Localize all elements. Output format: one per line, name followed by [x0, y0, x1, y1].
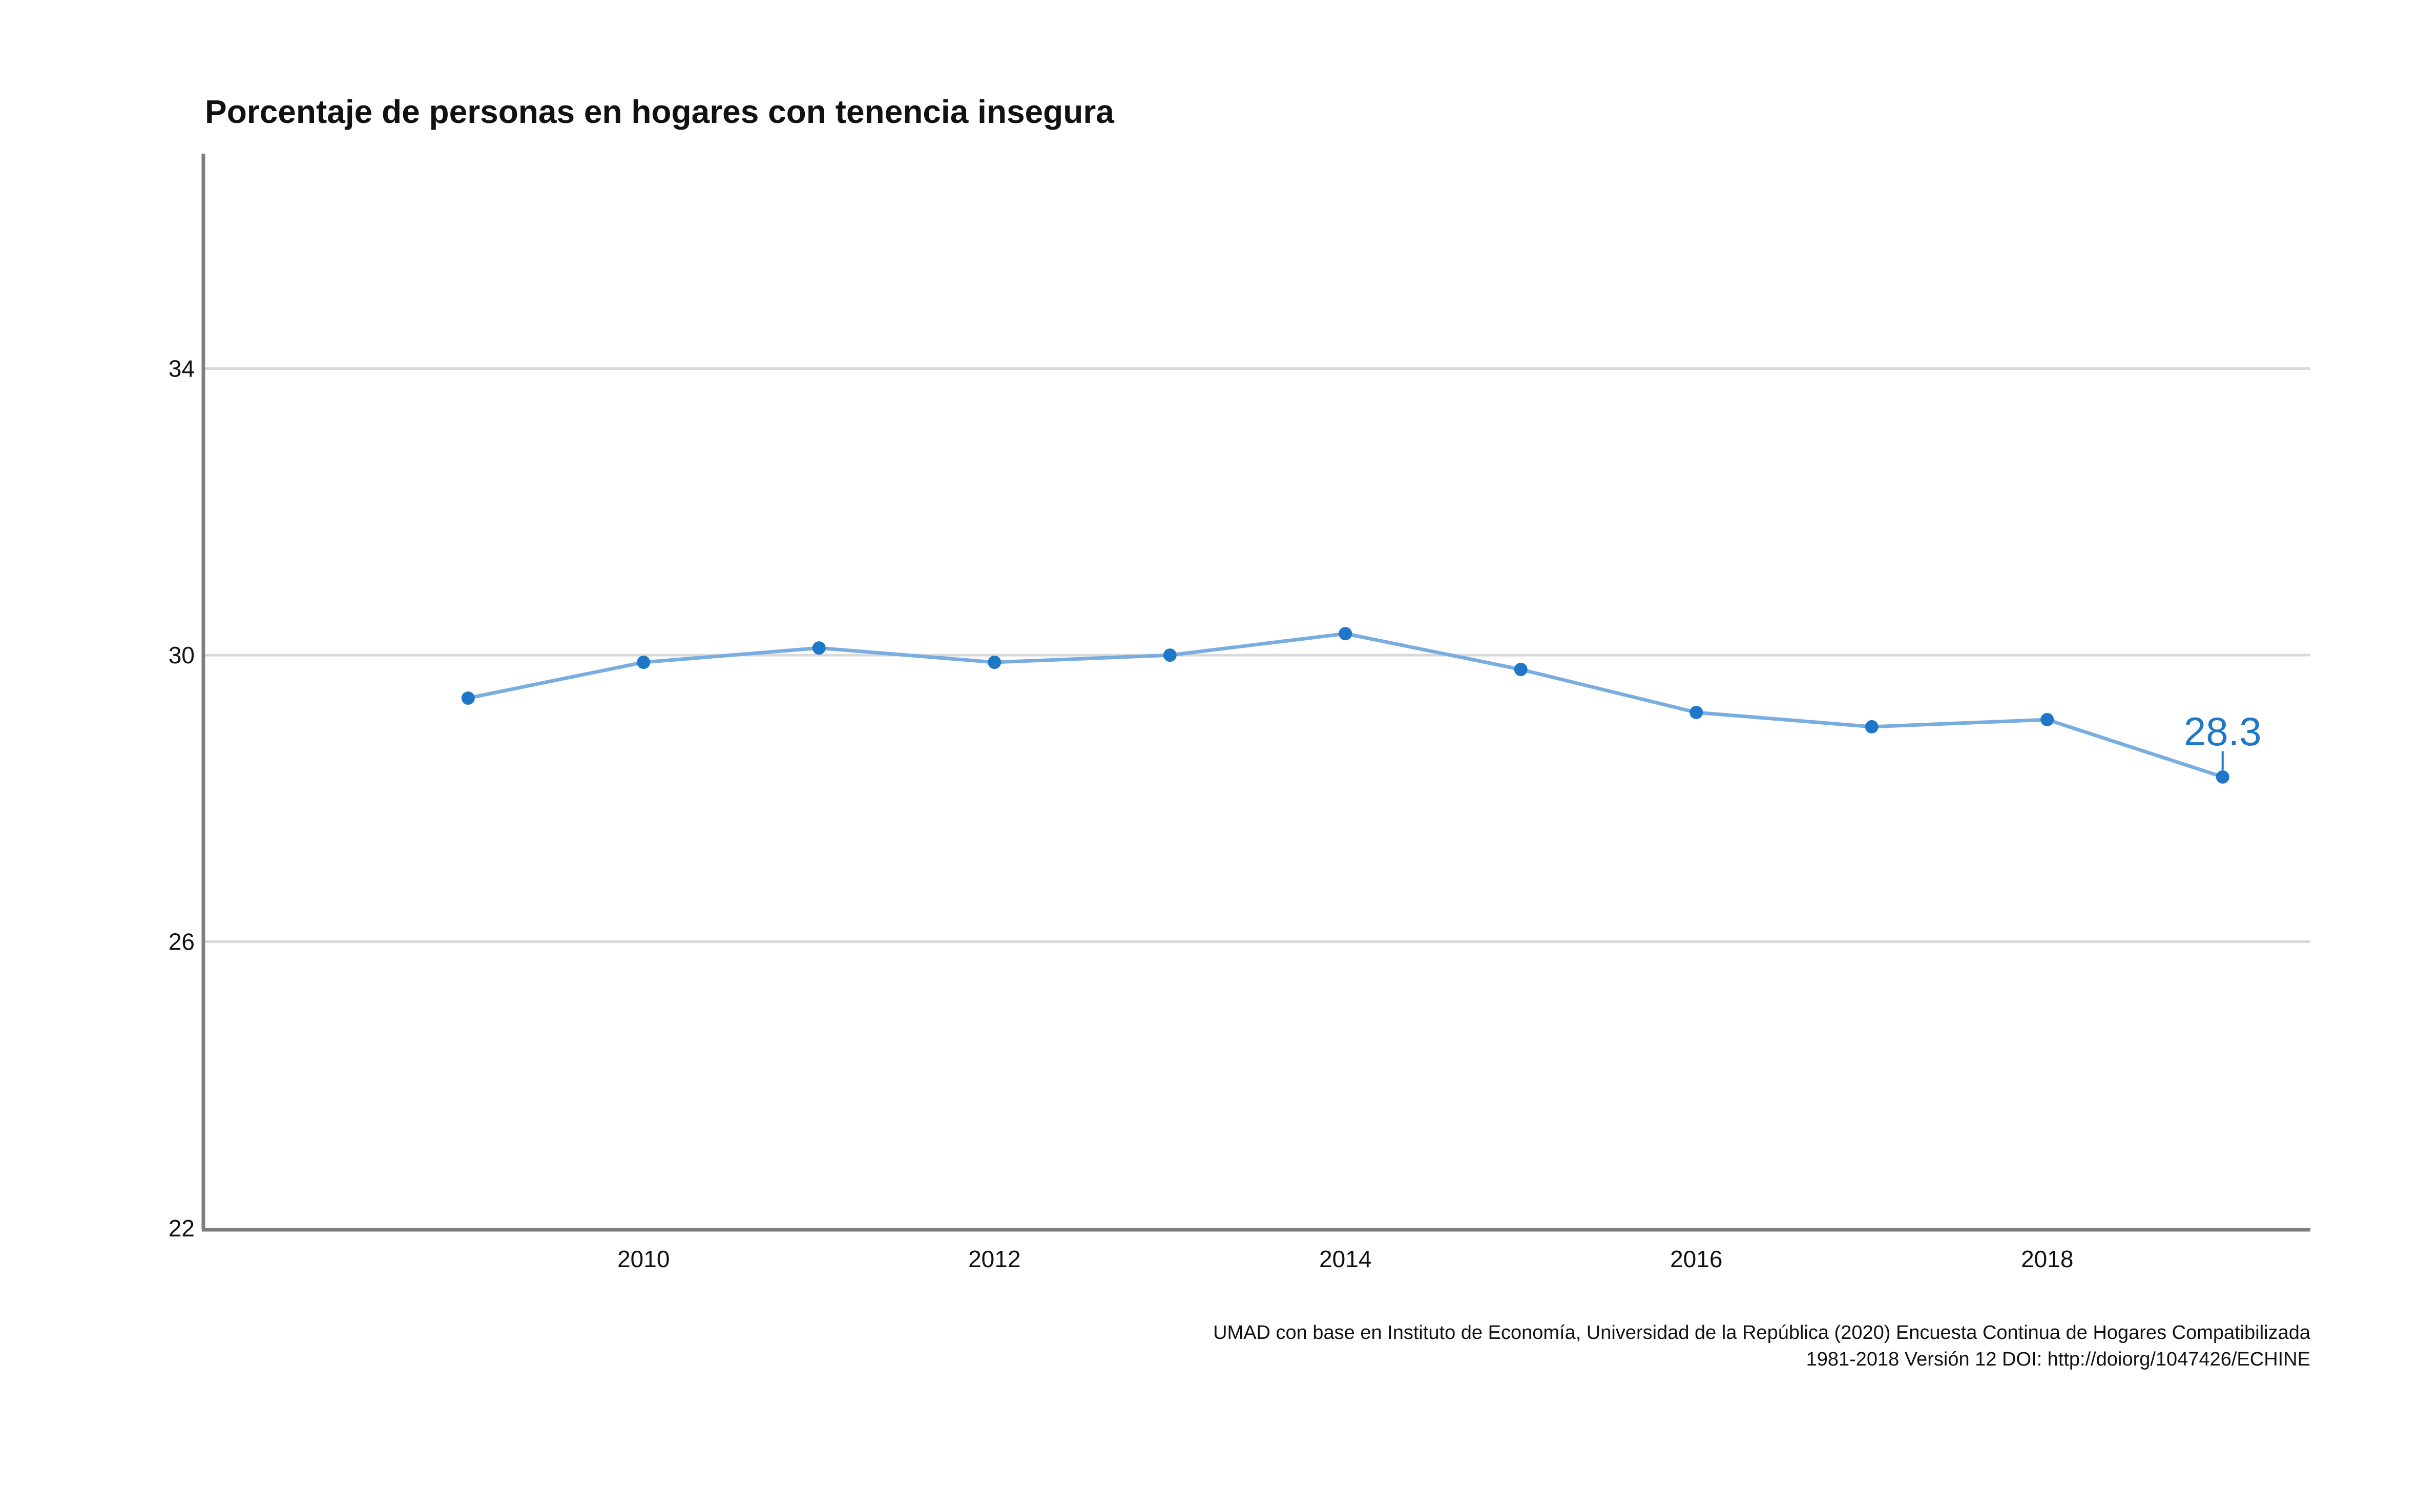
axes [201, 154, 2310, 1232]
y-tick-labels: 22 26 30 34 [169, 355, 195, 1242]
data-point-2013 [1163, 648, 1177, 662]
y-tick-label-22: 22 [169, 1215, 195, 1242]
x-tick-label-2012: 2012 [968, 1246, 1020, 1272]
x-tick-label-2016: 2016 [1670, 1246, 1722, 1272]
caption-line-1: UMAD con base en Instituto de Economía, … [1213, 1322, 2311, 1343]
data-point-2019 [2216, 770, 2229, 784]
y-tick-label-30: 30 [169, 642, 195, 668]
data-point-2018 [2040, 712, 2054, 726]
x-tick-labels: 2010 2012 2014 2016 2018 [617, 1246, 2073, 1272]
data-point-2016 [1689, 705, 1703, 719]
grid-lines [205, 367, 2310, 943]
data-point-2014 [1339, 627, 1352, 641]
data-point-2009 [461, 691, 475, 705]
data-labels: 28.3 [2184, 709, 2262, 770]
data-points [461, 627, 2229, 784]
data-point-2015 [1514, 663, 1528, 677]
caption-line-2: 1981-2018 Versión 12 DOI: http://doiorg/… [1806, 1349, 2310, 1370]
data-point-2012 [988, 656, 1002, 669]
data-point-2017 [1865, 720, 1879, 733]
x-tick-label-2018: 2018 [2021, 1246, 2073, 1272]
x-tick-label-2014: 2014 [1319, 1246, 1371, 1272]
chart-title: Porcentaje de personas en hogares con te… [205, 93, 1114, 130]
end-value-label: 28.3 [2184, 709, 2262, 754]
x-tick-label-2010: 2010 [617, 1246, 670, 1272]
y-tick-label-34: 34 [169, 355, 195, 382]
data-point-2010 [637, 656, 651, 669]
y-tick-label-26: 26 [169, 929, 195, 955]
data-point-2011 [812, 641, 826, 655]
